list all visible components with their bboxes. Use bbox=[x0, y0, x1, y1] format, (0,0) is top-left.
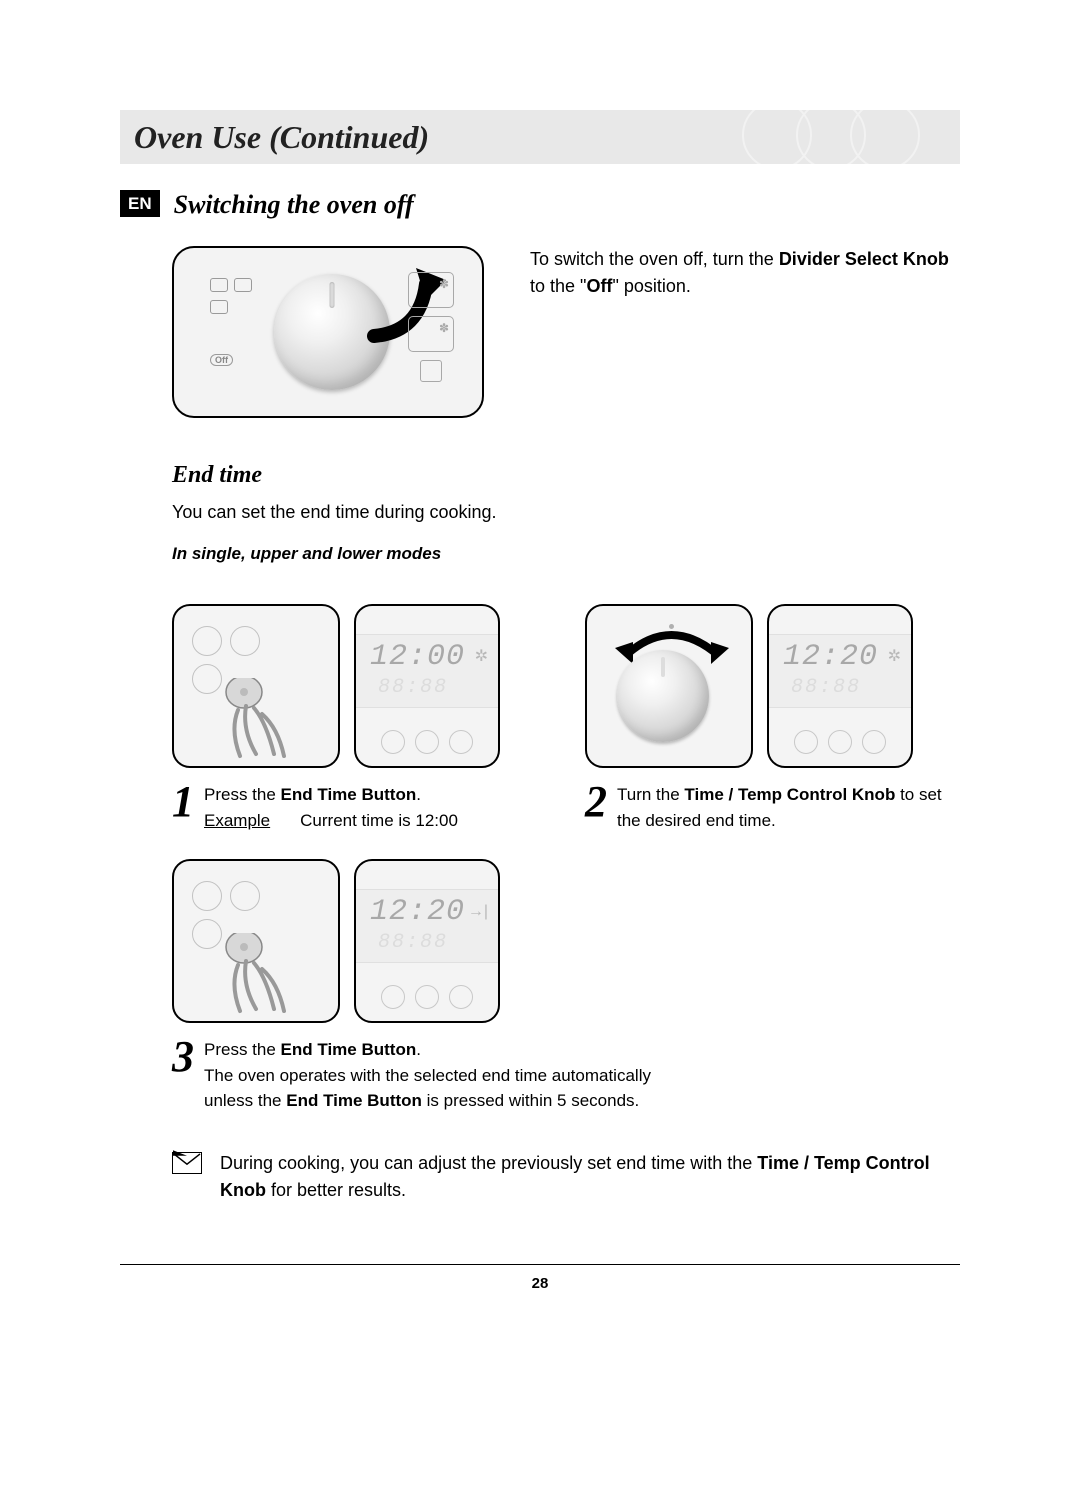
txt-bold: Divider Select Knob bbox=[779, 249, 949, 269]
step1-display-panel: 12:00 ✲ 88:88 bbox=[354, 604, 500, 768]
mode-icons-left bbox=[210, 278, 252, 314]
example-label: Example bbox=[204, 811, 270, 830]
switch-off-instruction: To switch the oven off, turn the Divider… bbox=[524, 226, 960, 418]
step1-text: Press the End Time Button. ExampleCurren… bbox=[204, 782, 458, 833]
page-banner: Oven Use (Continued) bbox=[120, 110, 960, 164]
end-time-intro: You can set the end time during cooking. bbox=[172, 499, 960, 526]
display-time-3: 12:20 bbox=[370, 895, 465, 929]
display-sub: 88:88 bbox=[378, 676, 448, 699]
step3-text: Press the End Time Button. The oven oper… bbox=[204, 1037, 652, 1114]
txt: to the " bbox=[530, 276, 586, 296]
txt: " position. bbox=[612, 276, 690, 296]
footer-rule bbox=[120, 1264, 960, 1265]
step-number-3: 3 bbox=[172, 1037, 194, 1114]
display-icon: ✲ bbox=[888, 646, 901, 666]
time-temp-knob bbox=[617, 650, 709, 742]
mode-note: In single, upper and lower modes bbox=[172, 544, 960, 564]
press-finger-icon bbox=[222, 678, 312, 768]
note-text: During cooking, you can adjust the previ… bbox=[220, 1150, 960, 1204]
divider-select-knob-diagram: Off bbox=[172, 246, 484, 418]
page-number: 28 bbox=[120, 1275, 960, 1292]
txt: To switch the oven off, turn the bbox=[530, 249, 779, 269]
note-envelope-icon bbox=[172, 1152, 202, 1174]
step2-display-panel: 12:20 ✲ 88:88 bbox=[767, 604, 913, 768]
display-time-2: 12:20 bbox=[783, 640, 878, 674]
display-sub: 88:88 bbox=[378, 931, 448, 954]
step2-text: Turn the Time / Temp Control Knob to set… bbox=[617, 782, 960, 833]
display-sub: 88:88 bbox=[791, 676, 861, 699]
banner-title: Oven Use (Continued) bbox=[134, 119, 429, 156]
step3-button-panel bbox=[172, 859, 340, 1023]
language-badge: EN bbox=[120, 190, 160, 217]
step3-display-panel: 12:20 →| 88:88 bbox=[354, 859, 500, 1023]
example-text: Current time is 12:00 bbox=[300, 811, 458, 830]
step-number-2: 2 bbox=[585, 782, 607, 833]
step2-knob-panel bbox=[585, 604, 753, 768]
note-block: During cooking, you can adjust the previ… bbox=[172, 1150, 960, 1204]
press-finger-icon bbox=[222, 933, 312, 1023]
section-title-switching-off: Switching the oven off bbox=[174, 190, 414, 220]
section-title-end-time: End time bbox=[172, 462, 960, 489]
step1-button-panel bbox=[172, 604, 340, 768]
banner-decoration bbox=[758, 110, 920, 164]
display-icon: ✲ bbox=[475, 646, 488, 666]
off-label: Off bbox=[210, 354, 233, 366]
step-number-1: 1 bbox=[172, 782, 194, 833]
end-flag-icon: →| bbox=[468, 903, 488, 921]
display-time-1: 12:00 bbox=[370, 640, 465, 674]
mode-icons-right bbox=[408, 272, 454, 382]
txt-bold: Off bbox=[586, 276, 612, 296]
